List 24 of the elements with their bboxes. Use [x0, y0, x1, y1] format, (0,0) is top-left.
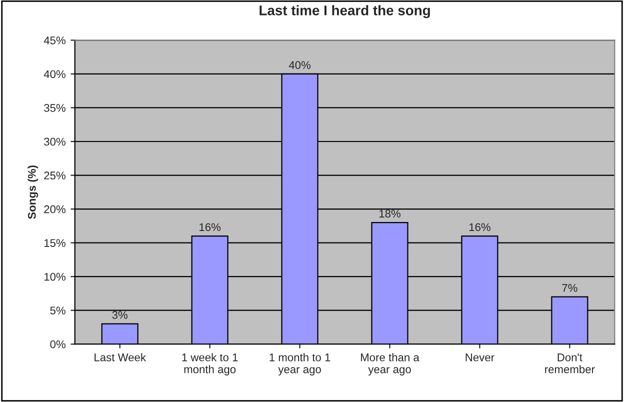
- data-label: 16%: [469, 223, 490, 232]
- chart-title: Last time I heard the song: [260, 5, 430, 18]
- y-tick-label: 45%: [44, 36, 66, 44]
- y-tick-label: 35%: [44, 104, 66, 112]
- x-tick-label: 1 month to 1 year ago: [270, 353, 330, 376]
- data-label: 18%: [379, 210, 400, 218]
- y-tick-label: 25%: [44, 172, 66, 180]
- y-axis-title: Songs (%): [28, 166, 38, 219]
- data-label: 3%: [112, 311, 128, 319]
- y-tick-label: 10%: [44, 272, 66, 281]
- x-tick-label: Don't remember: [545, 354, 595, 374]
- y-tick-label: 0%: [50, 340, 66, 348]
- x-tick-label: More than a year ago: [361, 353, 420, 376]
- x-tick-label: Last Week: [94, 353, 146, 362]
- y-tick-label: 20%: [44, 205, 66, 214]
- y-tick-label: 15%: [44, 239, 66, 247]
- x-tick-label: Never: [466, 354, 494, 362]
- data-label: 7%: [562, 284, 578, 292]
- y-tick-label: 5%: [50, 306, 66, 314]
- x-tick-label: 1 week to 1 month ago: [182, 353, 238, 376]
- y-tick-label: 30%: [44, 138, 66, 146]
- data-label: 16%: [200, 223, 221, 232]
- data-label: 40%: [288, 61, 311, 69]
- y-tick-label: 40%: [44, 70, 66, 78]
